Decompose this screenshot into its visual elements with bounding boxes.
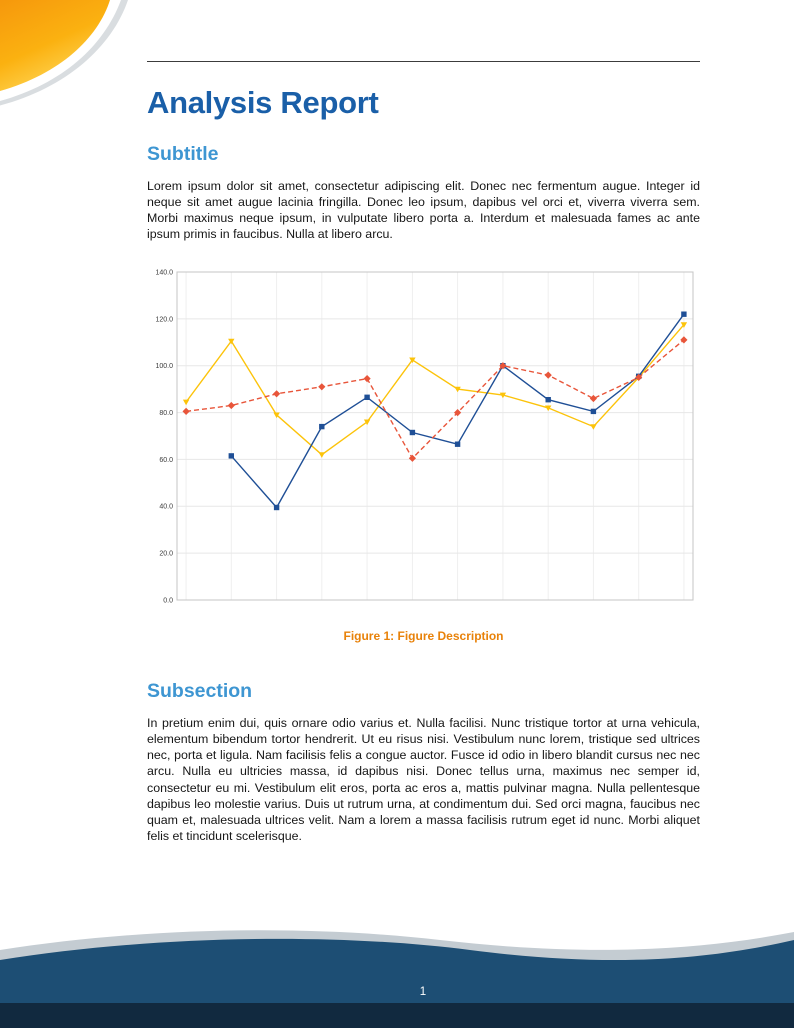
- corner-swoosh-decoration: [0, 0, 128, 106]
- line-chart-svg: 0.0 20.0 40.0 60.0 80.0 100.0 120.0 140.0: [155, 270, 694, 605]
- footer-bottom-bar: [0, 1003, 794, 1028]
- svg-text:120.0: 120.0: [155, 317, 173, 324]
- svg-text:60.0: 60.0: [159, 457, 173, 464]
- svg-text:100.0: 100.0: [155, 363, 173, 370]
- figure-caption-label: Figure 1:: [343, 629, 395, 644]
- paragraph-subsection: In pretium enim dui, quis ornare odio va…: [147, 715, 700, 844]
- page-footer: 1: [0, 928, 794, 1028]
- figure-caption: Figure 1: Figure Description: [147, 629, 700, 643]
- svg-text:20.0: 20.0: [159, 551, 173, 558]
- footer-wave: [0, 930, 794, 1028]
- top-rule: [147, 61, 700, 62]
- paragraph-intro: Lorem ipsum dolor sit amet, consectetur …: [147, 178, 700, 242]
- figure-caption-text: Figure Description: [397, 629, 504, 644]
- page-title: Analysis Report: [147, 85, 379, 120]
- svg-text:80.0: 80.0: [159, 410, 173, 417]
- svg-text:0.0: 0.0: [163, 598, 173, 605]
- svg-text:40.0: 40.0: [159, 504, 173, 511]
- page-number: 1: [419, 986, 427, 998]
- figure-1: 0.0 20.0 40.0 60.0 80.0 100.0 120.0 140.0 Figur…: [147, 260, 700, 643]
- corner-orange-shape: [0, 0, 110, 91]
- section-heading-subtitle: Subtitle: [147, 143, 219, 166]
- page-content: Analysis Report Subtitle Lorem ipsum dol…: [147, 0, 700, 844]
- line-chart: 0.0 20.0 40.0 60.0 80.0 100.0 120.0 140.0: [147, 260, 700, 612]
- svg-text:140.0: 140.0: [155, 270, 173, 277]
- section-heading-subsection: Subsection: [147, 680, 253, 703]
